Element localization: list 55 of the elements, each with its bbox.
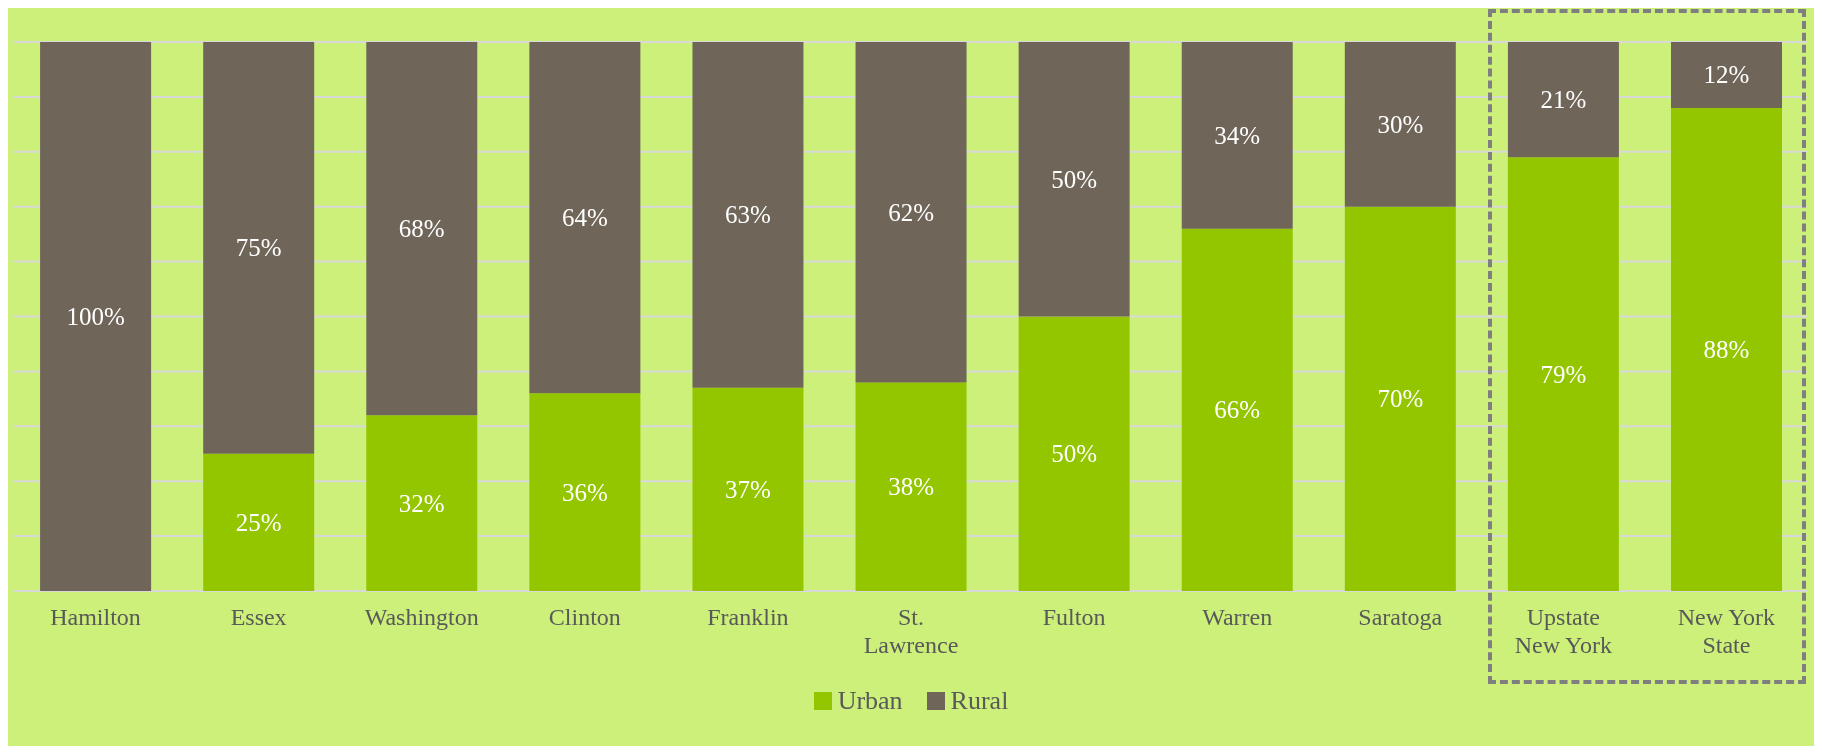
- x-tick-label: Essex: [230, 604, 287, 630]
- x-tick-label: Washington: [364, 604, 479, 630]
- data-label: 34%: [1214, 121, 1261, 149]
- legend-label: Rural: [950, 686, 1009, 716]
- bar: [529, 393, 641, 591]
- data-label: 79%: [1540, 360, 1587, 388]
- data-label: 68%: [398, 215, 445, 243]
- bar: [366, 42, 478, 416]
- bar: [1671, 42, 1782, 108]
- data-label: 25%: [235, 508, 282, 536]
- data-label: 37%: [725, 475, 771, 503]
- x-tick-label: Clinton: [548, 604, 621, 630]
- bar: [1181, 228, 1293, 591]
- bar: [1671, 107, 1782, 591]
- x-tick-label: St. Lawrence: [863, 604, 959, 658]
- x-tick-label: Fulton: [1042, 604, 1106, 630]
- data-label: 64%: [561, 204, 608, 232]
- data-label: 70%: [1377, 385, 1424, 413]
- bar: [1507, 157, 1619, 591]
- bar: [1344, 42, 1456, 207]
- data-label: 21%: [1540, 86, 1587, 114]
- data-label: 50%: [1051, 165, 1098, 193]
- bar: [855, 382, 967, 591]
- bar: [855, 42, 967, 383]
- data-label: 75%: [235, 234, 282, 262]
- bar: [1018, 42, 1130, 317]
- bar: [1018, 316, 1130, 591]
- data-label: 32%: [398, 489, 445, 517]
- bar: [40, 42, 152, 591]
- bar: [1344, 206, 1456, 591]
- bar: [366, 415, 478, 591]
- data-label: 38%: [888, 473, 934, 501]
- data-label: 62%: [888, 198, 934, 226]
- legend-label: Urban: [837, 686, 903, 716]
- bar: [203, 42, 315, 454]
- x-tick-label: Franklin: [707, 604, 789, 630]
- data-label: 30%: [1377, 110, 1424, 138]
- x-tick-label: Saratoga: [1358, 604, 1443, 630]
- bar: [692, 387, 804, 591]
- data-label: 66%: [1214, 396, 1261, 424]
- data-label: 88%: [1703, 335, 1750, 363]
- bar: [1181, 42, 1293, 229]
- data-label: 50%: [1051, 440, 1098, 468]
- bar: [529, 42, 641, 394]
- x-tick-label: Warren: [1202, 604, 1273, 630]
- data-label: 63%: [725, 201, 771, 229]
- x-tick-label: Upstate New York: [1514, 604, 1613, 658]
- data-label: 100%: [66, 303, 125, 330]
- bar: [1507, 42, 1619, 158]
- bar: [692, 42, 804, 388]
- data-label: 12%: [1703, 61, 1750, 89]
- bar: [203, 453, 315, 591]
- data-label: 36%: [561, 478, 608, 506]
- x-tick-label: Hamilton: [50, 604, 141, 630]
- x-tick-label: New York State: [1677, 604, 1776, 658]
